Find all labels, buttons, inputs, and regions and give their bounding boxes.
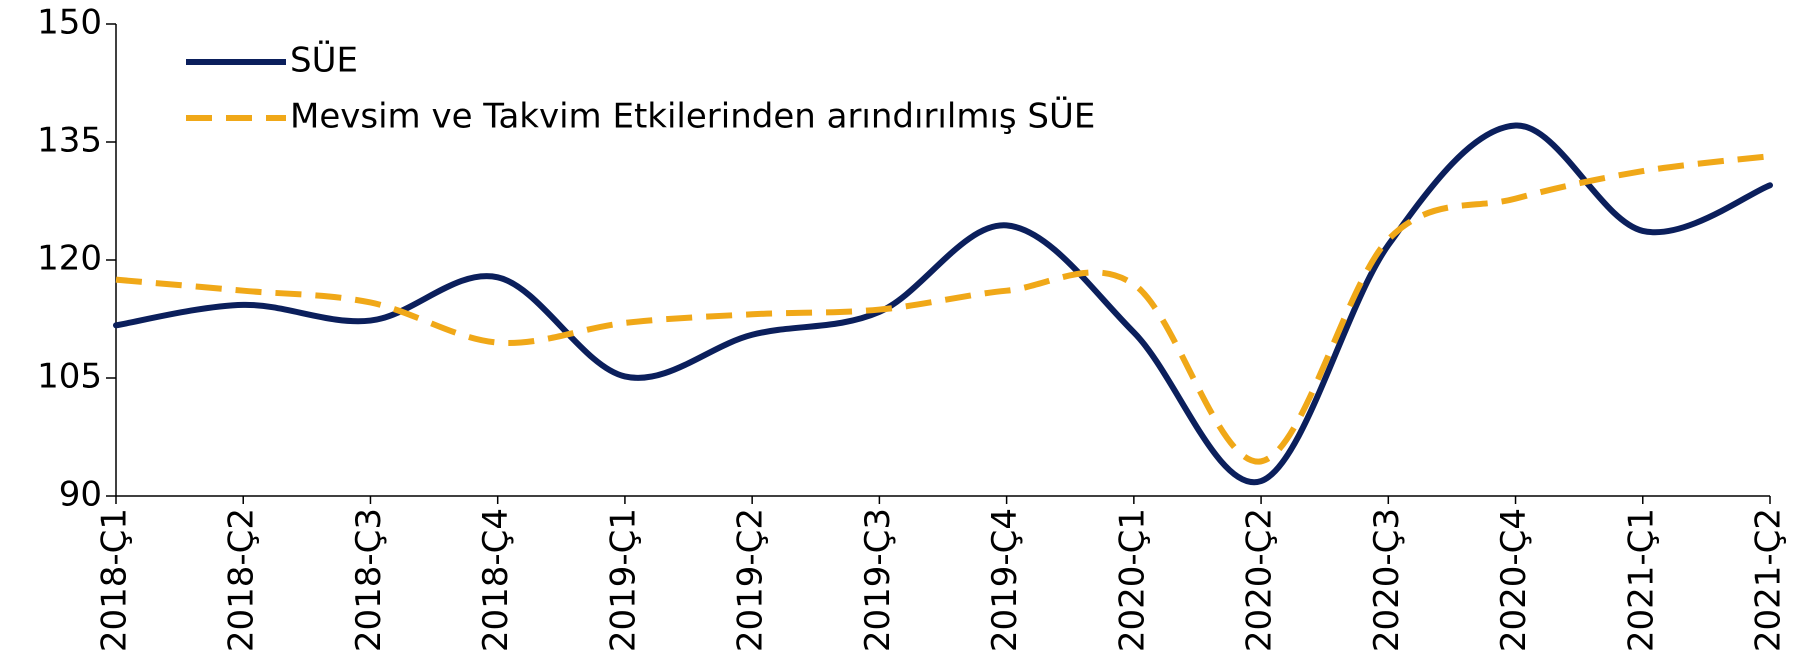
y-tick-label: 120: [37, 239, 102, 279]
y-tick-label: 135: [37, 121, 102, 161]
x-tick-label: 2018-Ç4: [476, 508, 516, 652]
x-tick-label: 2019-Ç2: [731, 508, 771, 652]
line-series: [113, 122, 1773, 486]
x-tick-label: 2020-Ç4: [1494, 508, 1534, 652]
x-tick-label: 2018-Ç2: [222, 508, 262, 652]
x-tick-label: 2020-Ç3: [1367, 508, 1407, 652]
x-tick-label: 2021-Ç2: [1749, 508, 1789, 652]
x-tick-label: 2019-Ç4: [985, 508, 1025, 652]
x-tick-label: 2019-Ç1: [603, 508, 643, 652]
legend-label: SÜE: [290, 40, 358, 81]
y-tick-label: 105: [37, 357, 102, 397]
x-tick-label: 2018-Ç1: [95, 508, 135, 652]
x-tick-label: 2020-Ç1: [1112, 508, 1152, 652]
x-tick-label: 2021-Ç1: [1621, 508, 1661, 652]
x-tick-label: 2020-Ç2: [1240, 508, 1280, 652]
x-tick-label: 2018-Ç3: [349, 508, 389, 652]
y-tick-label: 150: [37, 3, 102, 43]
x-tick-label: 2019-Ç3: [858, 508, 898, 652]
y-tick-label: 90: [59, 475, 102, 515]
line-series: [115, 153, 1771, 465]
legend-label: Mevsim ve Takvim Etkilerinden arındırılm…: [290, 96, 1095, 137]
